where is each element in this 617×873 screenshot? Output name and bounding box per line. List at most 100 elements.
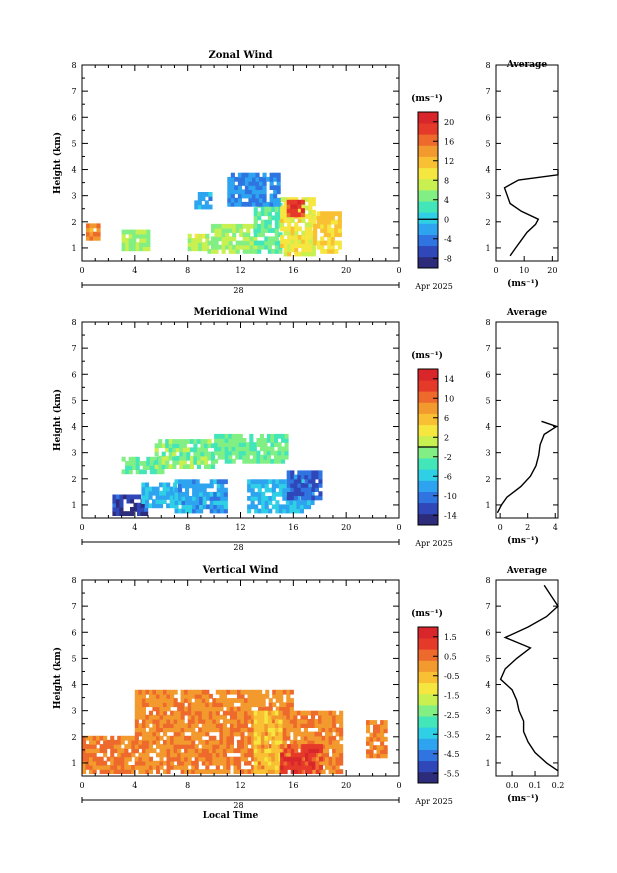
heatmap-cell: [264, 219, 269, 225]
heatmap-cell: [185, 500, 190, 505]
heatmap-cell: [244, 189, 249, 195]
heatmap-cell: [290, 760, 295, 766]
heatmap-cell: [201, 714, 206, 720]
heatmap-cell: [125, 242, 130, 247]
heatmap-cell: [376, 732, 381, 738]
heatmap-cell: [194, 723, 199, 728]
heatmap-cell: [260, 244, 265, 250]
heatmap-cell: [130, 494, 135, 500]
heatmap-cell: [146, 242, 151, 247]
heatmap-cell: [208, 192, 213, 197]
heatmap-cell: [184, 735, 189, 741]
heatmap-cell: [106, 765, 111, 770]
heatmap-cell: [177, 723, 182, 728]
heatmap-cell: [282, 496, 287, 501]
heatmap-cell: [280, 218, 285, 223]
heatmap-cell: [247, 508, 252, 514]
heatmap-cell: [214, 240, 219, 246]
heatmap-cell: [233, 769, 238, 774]
heatmap-cell: [260, 232, 265, 238]
heatmap-cell: [280, 760, 285, 766]
heatmap-cell: [290, 199, 295, 205]
heatmap-cell: [293, 487, 298, 492]
heatmap-cell: [323, 223, 328, 229]
heatmap-cell: [155, 486, 160, 492]
heatmap-cell: [294, 226, 299, 232]
heatmap-cell: [376, 745, 381, 750]
heatmap-cell: [221, 228, 226, 233]
heatmap-cell: [208, 710, 213, 716]
heatmap-cell: [191, 744, 196, 749]
heatmap-cell: [328, 714, 333, 720]
heatmap-cell: [315, 769, 320, 774]
heatmap-cell: [327, 211, 332, 217]
heatmap-cell: [260, 760, 265, 766]
heatmap-cell: [161, 455, 166, 461]
heatmap-cell: [308, 243, 313, 248]
heatmap-cell: [240, 752, 245, 758]
heatmap-cell: [230, 201, 235, 207]
heatmap-cell: [152, 714, 157, 720]
heatmap-cell: [260, 240, 265, 246]
heatmap-cell: [252, 442, 257, 447]
heatmap-cell: [242, 446, 247, 452]
heatmap-cell: [205, 233, 210, 239]
heatmap-cell: [262, 176, 267, 182]
heatmap-cell: [314, 752, 319, 758]
heatmap-cell: [218, 244, 223, 250]
heatmap-cell: [229, 706, 234, 712]
colorbar-swatch: [418, 167, 438, 180]
heatmap-cell: [82, 752, 87, 758]
heatmap-cell: [209, 504, 214, 510]
heatmap-cell: [234, 176, 239, 182]
heatmap-cell: [256, 454, 261, 460]
heatmap-cell: [286, 731, 291, 737]
heatmap-cell: [339, 731, 344, 737]
heatmap-cell: [380, 749, 385, 755]
heatmap-cell: [290, 197, 295, 202]
heatmap-cell: [265, 731, 270, 737]
colorbar-tick-label: 8: [444, 176, 449, 185]
heatmap-cell: [300, 710, 305, 716]
y-tick-label: 1: [71, 244, 76, 253]
heatmap-cell: [184, 706, 189, 712]
heatmap-cell: [159, 719, 164, 724]
heatmap-cell: [235, 446, 240, 452]
heatmap-cell: [274, 735, 279, 741]
heatmap-cell: [330, 236, 335, 242]
heatmap-cell: [221, 249, 226, 254]
heatmap-cell: [303, 727, 308, 733]
heatmap-cell: [242, 244, 247, 250]
heatmap-cell: [166, 735, 171, 741]
heatmap-cell: [283, 209, 288, 215]
y-tick-label: 4: [71, 681, 76, 690]
heatmap-cell: [237, 706, 242, 712]
heatmap-cell: [308, 769, 313, 774]
heatmap-cell: [287, 744, 292, 749]
heatmap-cell: [208, 706, 213, 712]
heatmap-cell: [192, 483, 197, 489]
heatmap-cell: [154, 447, 159, 453]
heatmap-cell: [117, 760, 122, 766]
heatmap-cell: [251, 731, 256, 737]
heatmap-cell: [124, 735, 129, 741]
heatmap-cell: [174, 504, 179, 510]
heatmap-cell: [96, 765, 101, 770]
average-x-tick-label: 0: [498, 523, 503, 532]
heatmap-cell: [149, 456, 154, 462]
heatmap-cell: [103, 769, 108, 774]
x-tick-label: 4: [132, 523, 137, 532]
heatmap-cell: [300, 483, 305, 488]
heatmap-cell: [271, 744, 276, 749]
heatmap-cell: [219, 744, 224, 749]
heatmap-cell: [166, 760, 171, 766]
heatmap-cell: [209, 483, 214, 489]
heatmap-cell: [307, 504, 312, 510]
heatmap-cell: [92, 739, 97, 745]
heatmap-cell: [177, 765, 182, 770]
heatmap-cell: [251, 698, 256, 703]
heatmap-cell: [293, 710, 298, 716]
heatmap-cell: [137, 507, 142, 512]
heatmap-cell: [166, 503, 171, 509]
heatmap-cell: [261, 479, 266, 485]
